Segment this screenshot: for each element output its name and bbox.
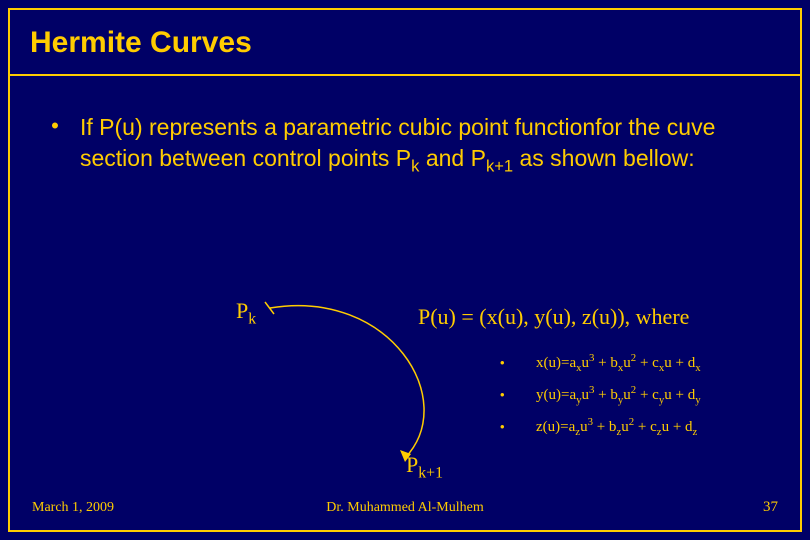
body-region: • If P(u) represents a parametric cubic … <box>30 76 780 178</box>
eq-bullet: • <box>500 355 536 370</box>
equation-y: y(u)=ayu3 + byu2 + cyu + dy <box>536 384 701 406</box>
pk1-label: Pk+1 <box>406 452 443 482</box>
main-text: If P(u) represents a parametric cubic po… <box>80 112 780 178</box>
slide-title: Hermite Curves <box>30 26 780 70</box>
curve-diagram <box>260 290 440 470</box>
slide-frame: Hermite Curves • If P(u) represents a pa… <box>8 8 802 532</box>
equation-list: • x(u)=axu3 + bxu2 + cxu + dx • y(u)=ayu… <box>500 342 701 448</box>
footer-page-number: 37 <box>763 499 778 516</box>
equation-row: • z(u)=azu3 + bzu2 + czu + dz <box>500 416 701 438</box>
equation-row: • x(u)=axu3 + bxu2 + cxu + dx <box>500 352 701 374</box>
equation-row: • y(u)=ayu3 + byu2 + cyu + dy <box>500 384 701 406</box>
equation-z: z(u)=azu3 + bzu2 + czu + dz <box>536 416 697 438</box>
eq-bullet: • <box>500 419 536 434</box>
equation-x: x(u)=axu3 + bxu2 + cxu + dx <box>536 352 701 374</box>
footer-author: Dr. Muhammed Al-Mulhem <box>10 500 800 516</box>
pk-label: Pk <box>236 298 256 328</box>
eq-bullet: • <box>500 387 536 402</box>
pu-equation: P(u) = (x(u), y(u), z(u)), where <box>418 304 689 330</box>
bullet-marker: • <box>30 112 80 178</box>
curve-path <box>270 306 424 458</box>
